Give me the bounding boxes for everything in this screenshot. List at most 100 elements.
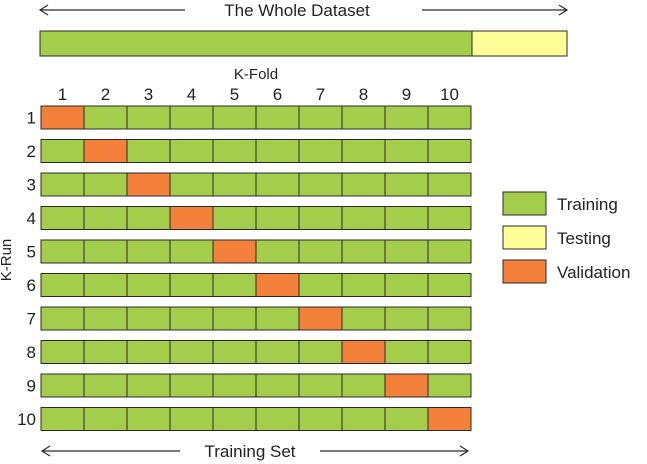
training-cell — [384, 340, 429, 364]
training-cell — [126, 340, 171, 364]
fold-headers: 1 2 3 4 5 6 7 8 9 10 — [58, 85, 459, 104]
run-row — [40, 373, 472, 398]
legend: Training Testing Validation — [502, 191, 630, 284]
bottom-label: Training Set — [204, 442, 295, 461]
training-cell — [169, 172, 214, 197]
training-cell — [169, 340, 214, 364]
training-cell — [427, 340, 472, 364]
training-cell — [212, 306, 257, 331]
validation-cell — [83, 139, 128, 163]
training-cell — [298, 340, 343, 364]
legend-swatch — [502, 225, 547, 250]
training-cell — [341, 239, 386, 264]
training-cell — [212, 172, 257, 197]
run-row — [40, 306, 472, 331]
training-cell — [341, 139, 386, 163]
training-cell — [40, 306, 85, 331]
fold-axis-label: K-Fold — [234, 66, 278, 83]
validation-cell — [341, 340, 386, 364]
fold-header: 5 — [230, 85, 239, 104]
training-cell — [298, 239, 343, 264]
validation-cell — [384, 373, 429, 398]
training-cell — [341, 273, 386, 297]
training-cell — [83, 373, 128, 398]
training-cell — [212, 273, 257, 297]
title: The Whole Dataset — [224, 1, 370, 20]
training-cell — [169, 306, 214, 331]
validation-cell — [40, 105, 85, 130]
training-cell — [40, 206, 85, 230]
training-cell — [212, 105, 257, 130]
training-cell — [212, 373, 257, 398]
training-cell — [212, 139, 257, 163]
whole-dataset-arrow — [38, 4, 569, 16]
fold-header: 4 — [187, 85, 196, 104]
run-row — [40, 172, 472, 197]
legend-item-testing: Testing — [502, 225, 611, 250]
training-cell — [83, 172, 128, 197]
fold-header: 3 — [144, 85, 153, 104]
fold-header: 8 — [359, 85, 368, 104]
training-cell — [255, 139, 300, 163]
fold-header: 10 — [440, 85, 459, 104]
run-label: 9 — [27, 377, 36, 396]
dataset-bar — [39, 30, 568, 57]
training-cell — [298, 206, 343, 230]
training-cell — [255, 340, 300, 364]
training-cell — [341, 373, 386, 398]
validation-cell — [169, 206, 214, 230]
training-cell — [169, 105, 214, 130]
training-cell — [384, 139, 429, 163]
training-cell — [83, 273, 128, 297]
training-cell — [427, 239, 472, 264]
validation-cell — [255, 273, 300, 297]
training-cell — [427, 206, 472, 230]
run-row — [40, 206, 472, 230]
training-cell — [427, 373, 472, 398]
training-cell — [384, 172, 429, 197]
run-axis-label: K-Run — [0, 239, 15, 282]
training-cell — [427, 172, 472, 197]
run-label: 2 — [27, 142, 36, 161]
run-label: 5 — [27, 243, 36, 262]
training-cell — [40, 239, 85, 264]
dataset-training-segment — [39, 30, 473, 57]
run-row — [40, 407, 472, 431]
fold-header: 7 — [316, 85, 325, 104]
run-row — [40, 273, 472, 297]
training-cell — [126, 306, 171, 331]
validation-cell — [126, 172, 171, 197]
training-cell — [341, 105, 386, 130]
training-cell — [298, 172, 343, 197]
fold-header: 9 — [402, 85, 411, 104]
training-cell — [126, 105, 171, 130]
legend-item-validation: Validation — [502, 259, 630, 284]
legend-label: Training — [557, 195, 618, 214]
training-cell — [427, 139, 472, 163]
training-cell — [427, 273, 472, 297]
fold-header: 6 — [273, 85, 282, 104]
run-label: 8 — [27, 343, 36, 362]
training-cell — [255, 407, 300, 431]
training-cell — [384, 239, 429, 264]
run-row — [40, 105, 472, 130]
training-cell — [341, 407, 386, 431]
training-cell — [126, 273, 171, 297]
legend-label: Validation — [557, 263, 630, 282]
training-cell — [255, 373, 300, 398]
training-cell — [83, 306, 128, 331]
training-cell — [255, 306, 300, 331]
fold-header: 2 — [101, 85, 110, 104]
training-cell — [83, 239, 128, 264]
training-cell — [384, 306, 429, 331]
training-cell — [83, 206, 128, 230]
training-cell — [169, 373, 214, 398]
training-cell — [212, 206, 257, 230]
legend-swatch — [502, 259, 547, 284]
training-cell — [83, 105, 128, 130]
training-cell — [40, 340, 85, 364]
run-row — [40, 340, 472, 364]
training-cell — [40, 373, 85, 398]
run-label: 7 — [27, 310, 36, 329]
